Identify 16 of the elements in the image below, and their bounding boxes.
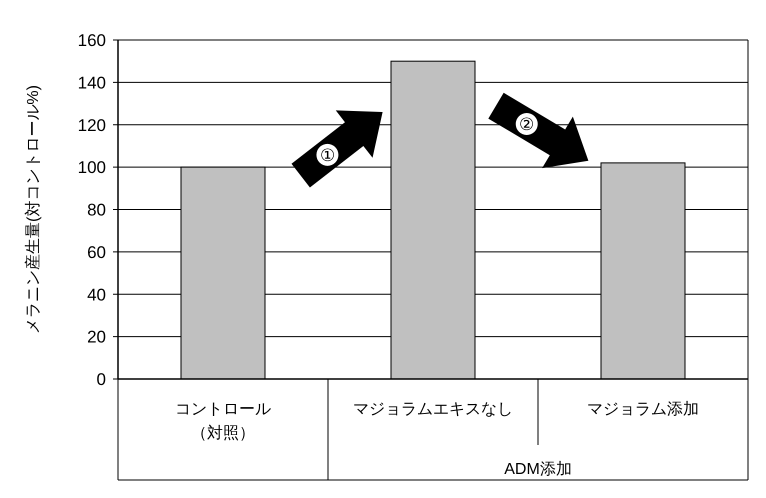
y-tick-label: 0 [96,370,106,389]
y-tick-label: 160 [78,31,106,50]
x-tick-label: マジョラムエキスなし [353,401,513,418]
y-tick-label: 80 [87,200,106,220]
y-tick-label: 60 [87,242,106,262]
annotation: ① [320,146,335,165]
y-tick-label: 20 [87,328,106,347]
y-tick-label: 40 [87,285,106,304]
y-tick-label: 120 [78,116,106,135]
annotation: ② [519,115,534,134]
x-tick-label: マジョラム添加 [587,400,699,418]
y-axis-title: メラニン産生量(対コントロール%) [24,85,42,334]
y-tick-label: 140 [78,73,106,92]
text: ADM添加 [504,460,572,478]
y-tick-label: 100 [78,158,106,178]
x-tick-label: コントロール（対照） [175,401,271,442]
